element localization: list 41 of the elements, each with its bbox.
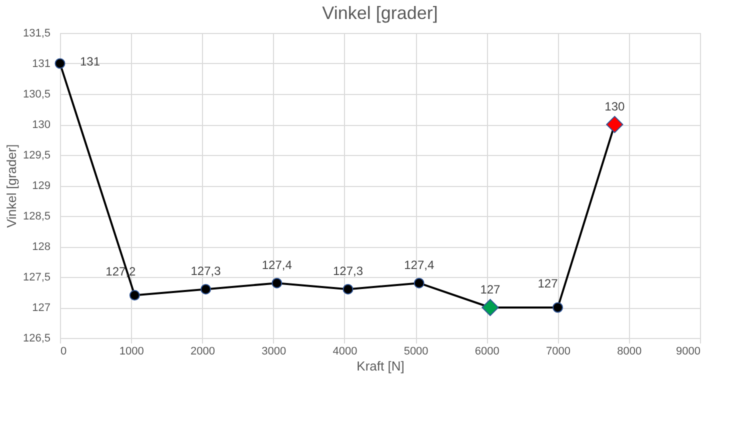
point [414,278,424,288]
y-tick-label: 128 [32,241,50,253]
y-tick-label: 131,5 [22,28,50,40]
x-tick-label: 1000 [119,346,144,358]
y-tick-label: 128,5 [22,210,50,222]
data-label: 127,3 [332,264,364,278]
point [606,116,624,134]
data-label: 130 [604,100,625,114]
y-tick-label: 127,5 [22,272,50,284]
x-tick-label: 0 [60,346,67,358]
data-label: 131 [80,54,100,68]
x-tick-label: 9000 [676,346,700,358]
point [54,58,66,69]
y-axis-title: Vinkel [grader] [4,144,19,228]
data-label: 127 [480,282,501,296]
x-tick-label: 3000 [262,346,286,358]
x-tick-label: 2000 [190,346,215,358]
data-label: 127,4 [404,258,434,272]
point [482,298,499,316]
x-tick-label: 6000 [474,346,500,358]
y-tick-label: 130 [32,119,50,131]
point [552,302,564,313]
y-tick-label: 127 [32,302,50,314]
x-axis-title: Kraft [N] [356,358,404,374]
y-tick-label: 126,5 [22,332,50,344]
data-label: 127,4 [262,258,292,272]
y-tick-label: 130,5 [22,88,50,100]
data-label: 127 [538,276,558,290]
x-tick-label: 5000 [404,346,428,358]
point [200,284,212,294]
y-tick-label: 131 [32,58,50,70]
y-tick-label: 129 [32,180,50,192]
point [129,290,140,301]
point [272,278,282,288]
data-label: 127,3 [190,264,222,278]
point [342,284,354,294]
x-tick-label: 7000 [546,346,571,358]
x-tick-label: 4000 [332,346,358,358]
chart-title: Vinkel [grader] [322,3,438,23]
x-tick-label: 8000 [617,346,642,358]
y-tick-label: 129,5 [22,150,50,162]
